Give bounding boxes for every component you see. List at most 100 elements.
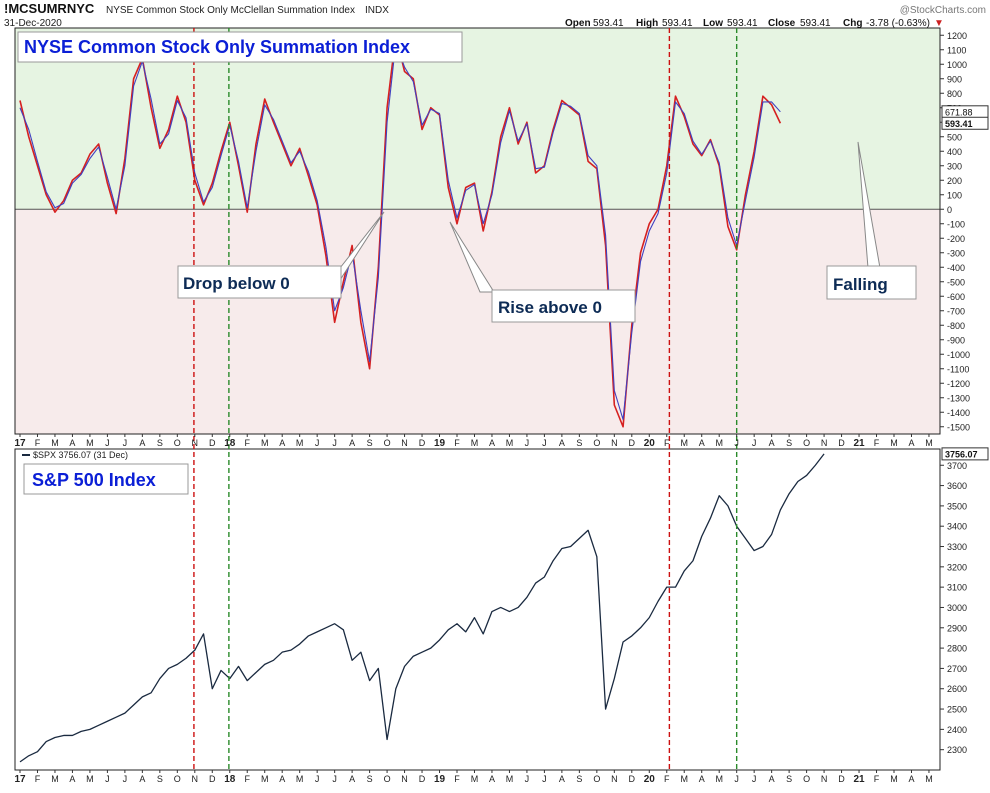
summation-x-tick-label: M xyxy=(471,438,479,448)
summation-x-axis: 17 F M A M J J A S O N D 18 F M A M J J A S O N D 19 F M A M J J A S O N D 2… xyxy=(14,434,933,449)
summation-y-tick-label: 800 xyxy=(947,89,962,99)
spx-x-tick-label: A xyxy=(279,774,285,784)
spx-series xyxy=(19,453,825,763)
summation-x-tick-label: A xyxy=(139,438,145,448)
summation-x-tick-label: D xyxy=(629,438,636,448)
summation-y-tick-label: -1000 xyxy=(947,350,970,360)
spx-x-tick-label: O xyxy=(593,774,600,784)
summation-title: NYSE Common Stock Only Summation Index xyxy=(24,37,410,57)
summation-value-tag: 671.88 xyxy=(945,107,973,117)
spx-x-tick-label: J xyxy=(734,774,739,784)
summation-x-tick-label: F xyxy=(244,438,250,448)
summation-y-tick-label: -200 xyxy=(947,234,965,244)
summation-x-tick-label: A xyxy=(699,438,705,448)
spx-x-tick-label: J xyxy=(123,774,128,784)
summation-y-tick-label: 200 xyxy=(947,176,962,186)
spx-x-tick-label: N xyxy=(611,774,618,784)
summation-y-tick-label: -700 xyxy=(947,306,965,316)
spx-x-tick-label: A xyxy=(769,774,775,784)
spx-y-tick-label: 3000 xyxy=(947,603,967,613)
low-value: 593.41 xyxy=(727,18,758,29)
summation-x-tick-label: J xyxy=(123,438,128,448)
spx-y-tick-label: 3300 xyxy=(947,542,967,552)
spx-y-axis: 3700 3600 3500 3400 3300 3200 3100 3000 2900 2800… xyxy=(940,447,989,755)
summation-x-tick-label: M xyxy=(680,438,688,448)
spx-x-tick-label: J xyxy=(525,774,530,784)
down-arrow-icon: ▼ xyxy=(934,18,944,29)
spx-x-tick-label: M xyxy=(506,774,514,784)
summation-x-tick-label: J xyxy=(542,438,547,448)
spx-x-tick-label: F xyxy=(874,774,880,784)
low-label: Low xyxy=(703,18,723,29)
spx-x-tick-label: M xyxy=(51,774,59,784)
spx-x-tick-label: M xyxy=(261,774,269,784)
summation-y-tick-label: -300 xyxy=(947,248,965,258)
summation-x-tick-label: F xyxy=(454,438,460,448)
summation-panel: 1200110010009008007006005004003002001000… xyxy=(14,27,989,435)
summation-x-tick-label: M xyxy=(890,438,898,448)
spx-x-tick-label: J xyxy=(315,774,320,784)
summation-x-tick-label: A xyxy=(559,438,565,448)
summation-y-tick-label: -800 xyxy=(947,321,965,331)
summation-x-tick-label: 21 xyxy=(853,438,865,449)
summation-x-tick-label: A xyxy=(769,438,775,448)
summation-y-tick-label: 300 xyxy=(947,161,962,171)
summation-title-box: NYSE Common Stock Only Summation Index xyxy=(17,31,463,63)
spx-x-tick-label: M xyxy=(86,774,94,784)
summation-x-tick-label: 18 xyxy=(224,438,236,449)
high-value: 593.41 xyxy=(662,18,693,29)
summation-x-tick-label: S xyxy=(367,438,373,448)
summation-x-tick-label: 17 xyxy=(14,438,26,449)
spx-x-tick-label: M xyxy=(715,774,723,784)
spx-x-tick-label: F xyxy=(664,774,670,784)
open-value: 593.41 xyxy=(593,18,624,29)
summation-x-tick-label: J xyxy=(332,438,337,448)
summation-y-tick-label: -1500 xyxy=(947,422,970,432)
summation-x-tick-label: N xyxy=(192,438,199,448)
summation-y-tick-label: 0 xyxy=(947,205,952,215)
chg-value: -3.78 (-0.63%) xyxy=(866,18,930,29)
summation-y-tick-label: -1200 xyxy=(947,379,970,389)
summation-x-tick-label: O xyxy=(803,438,810,448)
summation-y-tick-label: -100 xyxy=(947,219,965,229)
spx-y-tick-label: 2500 xyxy=(947,705,967,715)
summation-x-tick-label: A xyxy=(69,438,75,448)
summation-y-tick-label: -1300 xyxy=(947,393,970,403)
spx-legend-label: $SPX 3756.07 (31 Dec) xyxy=(33,450,128,460)
spx-y-tick-label: 3600 xyxy=(947,481,967,491)
spx-panel: 3700 3600 3500 3400 3300 3200 3100 3000 2900 2800… xyxy=(14,447,989,771)
spx-line xyxy=(19,453,825,763)
drop-below-label: Drop below 0 xyxy=(183,274,290,293)
spx-y-tick-label: 3400 xyxy=(947,522,967,532)
summation-x-tick-label: A xyxy=(279,438,285,448)
spx-x-tick-label: D xyxy=(209,774,216,784)
spx-y-tick-label: 2300 xyxy=(947,745,967,755)
event-vertical-lines xyxy=(193,28,738,770)
spx-x-tick-label: S xyxy=(367,774,373,784)
summation-y-tick-label: 1000 xyxy=(947,60,967,70)
summation-x-tick-label: J xyxy=(525,438,530,448)
spx-x-tick-label: A xyxy=(908,774,914,784)
rise-above-label: Rise above 0 xyxy=(498,298,602,317)
summation-x-tick-label: J xyxy=(315,438,320,448)
spx-x-tick-label: O xyxy=(384,774,391,784)
summation-x-tick-label: J xyxy=(752,438,757,448)
exchange-label: INDX xyxy=(365,5,389,16)
falling-callout: Falling xyxy=(826,141,917,300)
summation-value-tag: 593.41 xyxy=(945,119,973,129)
spx-x-tick-label: D xyxy=(419,774,426,784)
summation-x-tick-label: A xyxy=(489,438,495,448)
summation-frame xyxy=(14,27,941,435)
summation-y-tick-label: 1200 xyxy=(947,31,967,41)
spx-x-tick-label: N xyxy=(401,774,408,784)
summation-y-tick-label: 900 xyxy=(947,74,962,84)
summation-x-tick-label: O xyxy=(384,438,391,448)
open-label: Open xyxy=(565,18,591,29)
summation-y-tick-label: 500 xyxy=(947,132,962,142)
spx-x-tick-label: S xyxy=(157,774,163,784)
spx-x-tick-label: F xyxy=(244,774,250,784)
spx-y-tick-label: 3500 xyxy=(947,501,967,511)
watermark: @StockCharts.com xyxy=(900,5,986,16)
spx-x-axis: 17 F M A M J J A S O N D 18 F M A M J J A S O N D 19 F M A M J J A S O N D 2… xyxy=(14,770,933,785)
summation-x-tick-label: O xyxy=(174,438,181,448)
